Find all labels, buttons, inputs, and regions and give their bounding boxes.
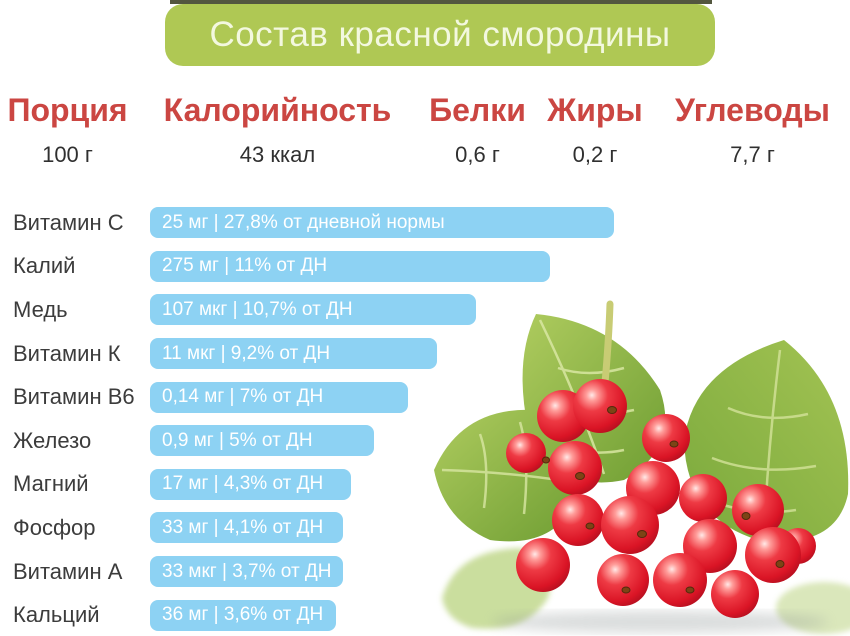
red-currant-photo — [428, 298, 850, 636]
nutrient-name: Витамин К — [13, 340, 121, 366]
nutrient-value-label: 36 мг | 3,6% от ДН — [162, 604, 324, 626]
summary-label: Углеводы — [675, 92, 830, 128]
nutrient-bar-list: Витамин C 25 мг | 27,8% от дневной нормы… — [0, 201, 850, 636]
nutrient-value-label: 0,9 мг | 5% от ДН — [162, 429, 313, 451]
berry-cluster — [506, 379, 816, 618]
top-edge-strip — [170, 0, 712, 4]
nutrient-value-label: 107 мкг | 10,7% от ДН — [162, 298, 353, 320]
nutrient-bar: 33 мг | 4,1% от ДН — [150, 512, 343, 544]
nutrient-row: Калий 275 мг | 11% от ДН — [0, 245, 850, 289]
summary-col-protein: Белки 0,6 г — [420, 90, 535, 168]
nutrient-name: Магний — [13, 471, 89, 497]
summary-label: Жиры — [547, 92, 643, 128]
summary-label: Калорийность — [163, 92, 392, 128]
nutrient-bar: 107 мкг | 10,7% от ДН — [150, 294, 476, 326]
nutrient-bar: 17 мг | 4,3% от ДН — [150, 468, 351, 500]
nutrient-name: Калий — [13, 253, 76, 279]
nutrient-value-label: 33 мг | 4,1% от ДН — [162, 516, 324, 538]
nutrient-name: Кальций — [13, 602, 100, 628]
nutrient-bar: 0,14 мг | 7% от ДН — [150, 381, 408, 413]
summary-col-carbs: Углеводы 7,7 г — [655, 90, 850, 168]
leaf-left — [434, 409, 582, 542]
shadow — [492, 611, 828, 633]
nutrient-name: Медь — [13, 296, 68, 322]
page-title: Состав красной смородины — [209, 15, 671, 54]
nutrient-value-label: 0,14 мг | 7% от ДН — [162, 386, 324, 408]
nutrient-value-label: 11 мкг | 9,2% от ДН — [162, 342, 331, 364]
summary-value: 43 ккал — [239, 142, 316, 167]
nutrient-value-label: 17 мг | 4,3% от ДН — [162, 473, 324, 495]
nutrient-value-label: 275 мг | 11% от ДН — [162, 255, 328, 277]
nutrient-name: Железо — [13, 427, 92, 453]
summary-col-serving: Порция 100 г — [0, 90, 135, 168]
summary-value: 0,2 г — [572, 142, 618, 167]
nutrient-row: Витамин C 25 мг | 27,8% от дневной нормы — [0, 201, 850, 245]
nutrient-value-label: 25 мг | 27,8% от дневной нормы — [162, 211, 445, 233]
summary-value: 100 г — [42, 142, 93, 167]
nutrient-name: Витамин А — [13, 558, 123, 584]
nutrient-bar: 33 мкг | 3,7% от ДН — [150, 556, 343, 588]
nutrient-name: Витамин C — [13, 209, 124, 235]
nutrient-row: Витамин B6 0,14 мг | 7% от ДН — [0, 375, 850, 419]
nutrient-row: Железо 0,9 мг | 5% от ДН — [0, 419, 850, 463]
nutrient-bar: 25 мг | 27,8% от дневной нормы — [150, 207, 614, 239]
summary-label: Порция — [7, 92, 128, 128]
nutrient-value-label: 33 мкг | 3,7% от ДН — [162, 560, 332, 582]
nutrient-bar: 0,9 мг | 5% от ДН — [150, 425, 374, 457]
nutrient-bar: 275 мг | 11% от ДН — [150, 250, 550, 282]
nutrient-bar: 11 мкг | 9,2% от ДН — [150, 338, 437, 370]
summary-col-calories: Калорийность 43 ккал — [135, 90, 420, 168]
nutrient-name: Фосфор — [13, 514, 96, 540]
nutrient-row: Магний 17 мг | 4,3% от ДН — [0, 463, 850, 507]
nutrient-row: Кальций 36 мг | 3,6% от ДН — [0, 593, 850, 636]
summary-value: 7,7 г — [730, 142, 775, 167]
summary-value: 0,6 г — [455, 142, 500, 167]
nutrient-row: Витамин К 11 мкг | 9,2% от ДН — [0, 332, 850, 376]
berry-calyx-dots — [542, 406, 785, 594]
nutrient-bar: 36 мг | 3,6% от ДН — [150, 599, 336, 631]
title-banner: Состав красной смородины — [165, 4, 715, 66]
macro-summary-row: Порция 100 г Калорийность 43 ккал Белки … — [0, 90, 850, 168]
nutrient-row: Медь 107 мкг | 10,7% от ДН — [0, 288, 850, 332]
nutrient-row: Фосфор 33 мг | 4,1% от ДН — [0, 506, 850, 550]
summary-label: Белки — [429, 92, 526, 128]
nutrient-row: Витамин А 33 мкг | 3,7% от ДН — [0, 550, 850, 594]
summary-col-fat: Жиры 0,2 г — [535, 90, 655, 168]
red-currant-illustration — [434, 300, 850, 634]
nutrient-name: Витамин B6 — [13, 384, 135, 410]
